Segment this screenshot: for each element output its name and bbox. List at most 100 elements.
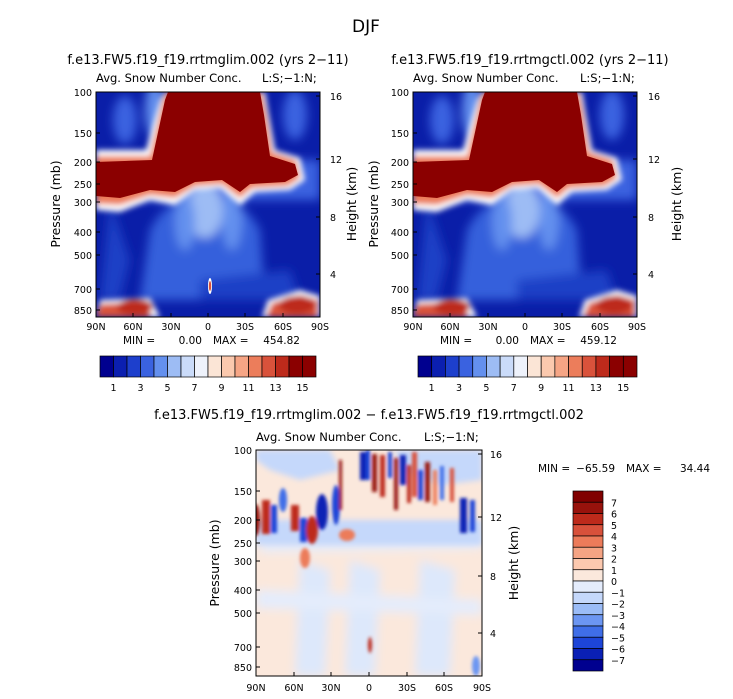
colorbar-box bbox=[275, 355, 290, 378]
svg-text:100: 100 bbox=[391, 88, 409, 99]
panel-difference: f.e13.FW5.f19_f19.rrtmglim.002 − f.e13.F… bbox=[154, 408, 710, 694]
colorbar-tick-label: 3 bbox=[611, 543, 617, 554]
tick-150: 150 bbox=[74, 129, 100, 140]
tick-30S: 30S bbox=[398, 672, 416, 694]
tick-12: 12 bbox=[316, 155, 342, 166]
colorbar-box bbox=[581, 355, 597, 378]
colorbar-tick-label: 13 bbox=[590, 383, 602, 394]
tick-60S: 60S bbox=[435, 672, 453, 694]
max-label: MAX = bbox=[626, 463, 662, 475]
colorbar-box bbox=[288, 355, 303, 378]
colorbar-tick-label: 3 bbox=[456, 383, 462, 394]
tick-200: 200 bbox=[74, 158, 100, 169]
tick-30S: 30S bbox=[553, 313, 571, 333]
colorbar-tick-label: −1 bbox=[611, 588, 625, 599]
colorbar-box bbox=[499, 355, 515, 378]
tick-30N: 30N bbox=[478, 313, 498, 333]
colorbar-box bbox=[572, 490, 604, 503]
tick-500: 500 bbox=[74, 251, 100, 262]
y-axis-left: 100 150 200 250 300 400 500 700 850 Pres… bbox=[48, 88, 100, 317]
tick-16: 16 bbox=[478, 450, 502, 461]
tick-60S: 60S bbox=[274, 313, 292, 333]
tick-300: 300 bbox=[234, 557, 260, 568]
svg-text:300: 300 bbox=[391, 198, 409, 209]
y-axis-right: 16 12 8 4 Height (km) bbox=[633, 92, 684, 281]
svg-text:16: 16 bbox=[490, 450, 502, 461]
colorbar-box bbox=[572, 614, 604, 627]
tick-12: 12 bbox=[633, 155, 660, 166]
colorbar-tick-label: 1 bbox=[110, 383, 116, 394]
svg-text:90S: 90S bbox=[311, 322, 329, 333]
svg-text:30N: 30N bbox=[478, 322, 497, 333]
colorbar-box bbox=[140, 355, 155, 378]
panel-title: f.e13.FW5.f19_f19.rrtmgctl.002 (yrs 2−11… bbox=[391, 53, 668, 68]
tick-100: 100 bbox=[234, 446, 260, 457]
min-label: MIN = bbox=[440, 335, 472, 347]
tick-150: 150 bbox=[234, 487, 260, 498]
svg-text:90N: 90N bbox=[246, 683, 265, 694]
colorbar: 1 3 5 7 9 11 13 15 bbox=[417, 355, 638, 394]
colorbar-tick-label: −2 bbox=[611, 600, 625, 611]
y2-axis-label: Height (km) bbox=[669, 167, 684, 241]
colorbar-box bbox=[572, 580, 604, 593]
colorbar-box bbox=[572, 648, 604, 661]
tick-300: 300 bbox=[74, 198, 100, 209]
svg-text:250: 250 bbox=[74, 180, 92, 191]
field-plot bbox=[96, 92, 320, 317]
tick-4: 4 bbox=[633, 270, 654, 281]
colorbar-box bbox=[302, 355, 317, 378]
tick-150: 150 bbox=[391, 129, 417, 140]
svg-text:30S: 30S bbox=[553, 322, 571, 333]
colorbar-tick-label: 1 bbox=[611, 566, 617, 577]
colorbar-box bbox=[572, 546, 604, 559]
colorbar-box bbox=[572, 659, 604, 672]
tick-60N: 60N bbox=[123, 313, 143, 333]
colorbar-box bbox=[540, 355, 556, 378]
field-plot bbox=[413, 92, 637, 317]
panel-level-tag: L:S;−1:N; bbox=[580, 71, 635, 85]
colorbar-box bbox=[194, 355, 209, 378]
panel-title: f.e13.FW5.f19_f19.rrtmglim.002 − f.e13.F… bbox=[154, 408, 584, 423]
tick-60S: 60S bbox=[591, 313, 609, 333]
tick-4: 4 bbox=[478, 629, 496, 640]
colorbar-tick-label: 2 bbox=[611, 555, 617, 566]
svg-text:700: 700 bbox=[74, 285, 92, 296]
svg-text:12: 12 bbox=[490, 513, 502, 524]
colorbar-box bbox=[207, 355, 222, 378]
y-axis-right: 16 12 8 4 Height (km) bbox=[316, 92, 359, 281]
svg-text:8: 8 bbox=[648, 213, 654, 224]
svg-text:200: 200 bbox=[391, 158, 409, 169]
svg-text:12: 12 bbox=[648, 155, 660, 166]
tick-200: 200 bbox=[234, 516, 260, 527]
svg-text:30S: 30S bbox=[236, 322, 254, 333]
tick-250: 250 bbox=[391, 180, 417, 191]
min-max-readout: MIN = −65.59 MAX = 34.44 bbox=[538, 463, 710, 475]
svg-text:850: 850 bbox=[74, 306, 92, 317]
y-axis-left: 100 150 200 250 300 400 500 700 850 Pres… bbox=[207, 446, 260, 674]
colorbar-tick-label: 9 bbox=[218, 383, 224, 394]
svg-text:150: 150 bbox=[74, 129, 92, 140]
colorbar-box bbox=[572, 636, 604, 649]
svg-text:16: 16 bbox=[330, 92, 342, 103]
svg-text:300: 300 bbox=[234, 557, 252, 568]
min-max-readout: MIN = 0.00 MAX = 454.82 bbox=[123, 335, 300, 347]
tick-400: 400 bbox=[74, 228, 100, 239]
y2-axis-label: Height (km) bbox=[506, 526, 521, 600]
colorbar-tick-label: 11 bbox=[242, 383, 254, 394]
colorbar-tick-label: 11 bbox=[563, 383, 575, 394]
tick-16: 16 bbox=[633, 92, 660, 103]
colorbar-tick-label: −6 bbox=[611, 645, 625, 656]
svg-text:60S: 60S bbox=[274, 322, 292, 333]
colorbar-tick-label: 7 bbox=[511, 383, 517, 394]
colorbar-tick-label: 5 bbox=[164, 383, 170, 394]
tick-850: 850 bbox=[234, 663, 260, 674]
colorbar-box bbox=[458, 355, 474, 378]
svg-text:400: 400 bbox=[391, 228, 409, 239]
colorbar-box bbox=[572, 569, 604, 582]
svg-text:150: 150 bbox=[391, 129, 409, 140]
tick-60N: 60N bbox=[440, 313, 460, 333]
colorbar-box bbox=[572, 535, 604, 548]
colorbar-box bbox=[513, 355, 528, 378]
svg-text:250: 250 bbox=[234, 539, 252, 550]
